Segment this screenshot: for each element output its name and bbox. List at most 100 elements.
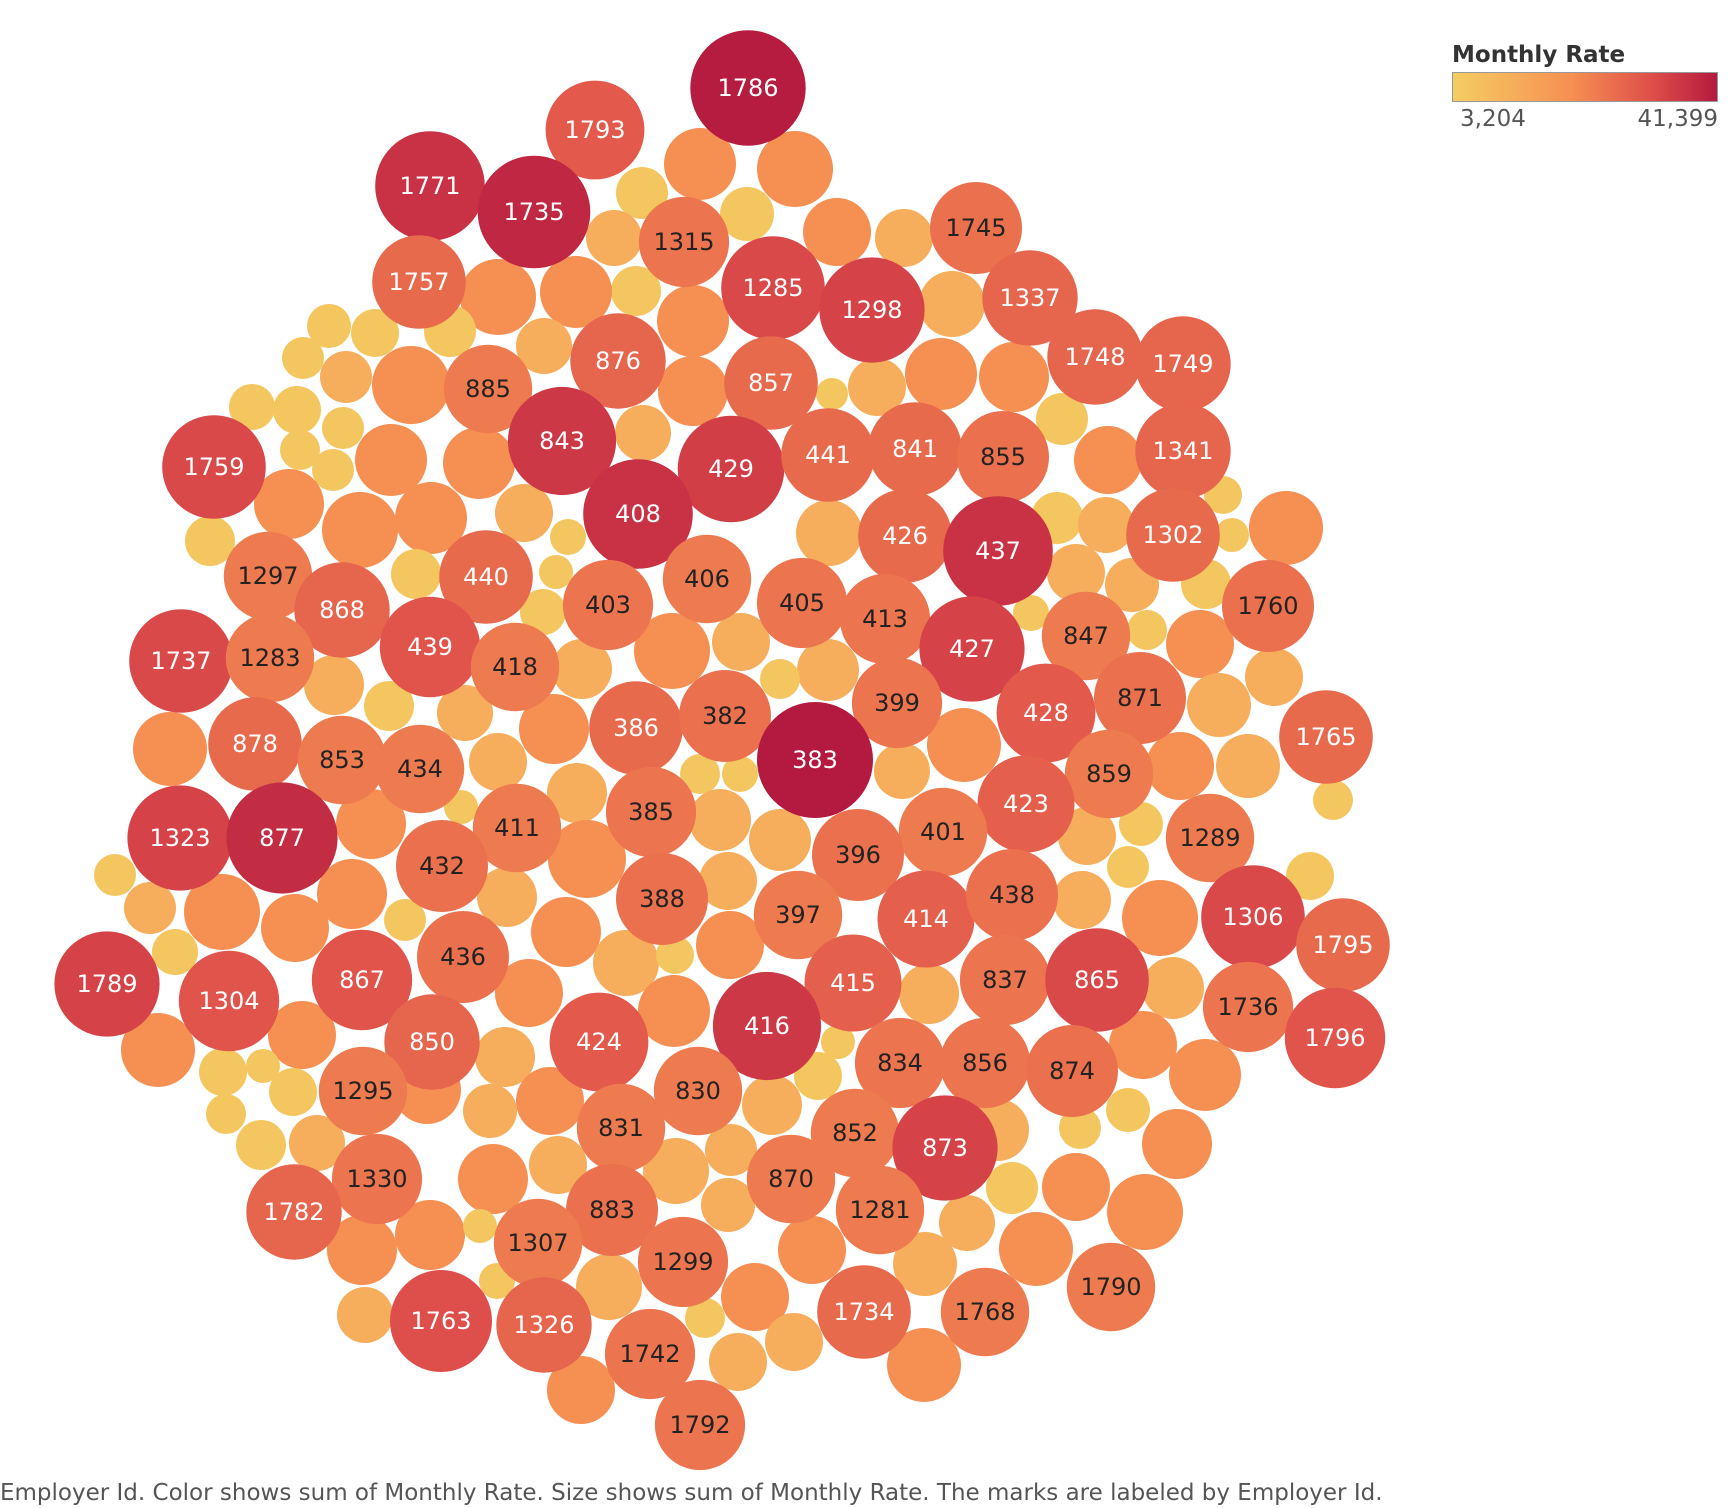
bubble-unlabeled: [355, 424, 427, 496]
bubble-label: 871: [1117, 684, 1163, 712]
bubble-circle: [919, 596, 1025, 702]
bubble-1299: 1299: [637, 1216, 729, 1308]
bubble-847: 847: [1041, 591, 1131, 681]
bubble-1330: 1330: [331, 1133, 423, 1225]
bubble-circle: [1026, 1025, 1118, 1117]
bubble-circle: [638, 196, 730, 288]
bubble-unlabeled: [1245, 648, 1303, 706]
bubble-874: 874: [1026, 1025, 1118, 1117]
bubble-1337: 1337: [982, 250, 1078, 346]
bubble-1786: 1786: [690, 30, 806, 146]
bubble-unlabeled: [458, 1144, 528, 1214]
bubble-unlabeled: [520, 589, 566, 635]
bubble-label: 830: [675, 1077, 721, 1105]
bubble-circle: [223, 531, 313, 621]
bubble-873: 873: [892, 1095, 998, 1201]
bubble-unlabeled: [634, 613, 710, 689]
bubble-unlabeled: [1013, 595, 1049, 631]
bubble-label: 1307: [507, 1229, 568, 1257]
bubble-1768: 1768: [940, 1267, 1030, 1357]
bubble-circle: [712, 971, 822, 1081]
bubble-label: 1782: [263, 1198, 324, 1226]
bubble-circle: [854, 1017, 946, 1109]
bubble-841: 841: [868, 402, 962, 496]
bubble-circle: [819, 257, 925, 363]
bubble-unlabeled: [229, 384, 275, 430]
bubble-circle: [690, 30, 806, 146]
bubble-unlabeled: [519, 694, 589, 764]
bubble-868: 868: [294, 562, 390, 658]
bubble-label: 1736: [1217, 993, 1278, 1021]
bubble-circle: [496, 1277, 592, 1373]
bubble-850: 850: [384, 994, 480, 1090]
bubble-unlabeled: [657, 285, 729, 357]
bubble-870: 870: [746, 1134, 836, 1224]
bubble-circle: [1165, 793, 1255, 883]
bubble-label: 405: [779, 589, 825, 617]
bubble-1734: 1734: [817, 1265, 911, 1359]
bubble-circle: [1222, 560, 1314, 652]
bubble-unlabeled: [1215, 518, 1249, 552]
bubble-1295: 1295: [318, 1046, 408, 1136]
bubble-label: 1771: [399, 172, 460, 200]
bubble-circle: [472, 783, 562, 873]
bubble-843: 843: [507, 386, 617, 496]
bubble-1765: 1765: [1279, 690, 1373, 784]
bubble-label: 1748: [1064, 343, 1125, 371]
bubble-831: 831: [576, 1083, 666, 1173]
bubble-circle: [396, 820, 488, 912]
bubble-405: 405: [756, 557, 848, 649]
bubble-circle: [297, 715, 387, 805]
bubble-unlabeled: [552, 639, 612, 699]
bubble-circle: [417, 911, 509, 1003]
bubble-unlabeled: [643, 1138, 709, 1204]
bubble-label: 876: [595, 347, 641, 375]
bubble-circle: [1135, 403, 1231, 499]
bubble-unlabeled: [1142, 1109, 1212, 1179]
bubble-circle: [1041, 591, 1131, 681]
bubble-label: 1337: [999, 284, 1060, 312]
bubble-label: 1302: [1142, 521, 1203, 549]
bubble-unlabeled: [664, 128, 736, 200]
bubble-unlabeled: [1249, 491, 1323, 565]
bubble-circle: [877, 870, 975, 968]
bubble-unlabeled: [550, 519, 586, 555]
bubble-unlabeled: [322, 492, 398, 568]
bubble-unlabeled: [322, 407, 364, 449]
bubble-unlabeled: [1059, 1107, 1101, 1149]
bubble-label: 1763: [410, 1307, 471, 1335]
bubble-unlabeled: [317, 859, 387, 929]
bubble-label: 853: [319, 746, 365, 774]
bubble-label: 1735: [503, 198, 564, 226]
bubble-436: 436: [417, 911, 509, 1003]
bubble-1757: 1757: [372, 235, 466, 329]
bubble-circle: [379, 596, 481, 698]
bubble-circle: [817, 1265, 911, 1359]
bubble-circle: [562, 559, 654, 651]
bubble-circle: [757, 702, 873, 818]
bubble-unlabeled: [1058, 807, 1116, 865]
bubble-label: 397: [775, 901, 821, 929]
bubble-circle: [943, 496, 1053, 606]
bubble-circle: [605, 766, 697, 858]
bubble-circle: [375, 131, 485, 241]
bubble-label: 1299: [652, 1248, 713, 1276]
bubble-label: 1341: [1152, 437, 1213, 465]
bubble-unlabeled: [656, 936, 694, 974]
bubble-circle: [677, 415, 785, 523]
bubble-unlabeled: [254, 469, 324, 539]
bubble-label: 396: [835, 841, 881, 869]
legend-title: Monthly Rate: [1452, 42, 1626, 68]
bubble-label: 877: [259, 824, 305, 852]
bubble-883: 883: [566, 1164, 658, 1256]
bubble-1771: 1771: [375, 131, 485, 241]
bubble-unlabeled: [1109, 1011, 1177, 1079]
bubble-circle: [957, 411, 1049, 503]
bubble-circle: [225, 613, 315, 703]
bubble-label: 1786: [717, 74, 778, 102]
bubble-unlabeled: [1166, 610, 1234, 678]
bubble-unlabeled: [282, 337, 324, 379]
legend-range-labels: 3,204 41,399: [1452, 106, 1722, 136]
bubble-circle: [959, 934, 1051, 1026]
bubble-circle: [178, 950, 280, 1052]
